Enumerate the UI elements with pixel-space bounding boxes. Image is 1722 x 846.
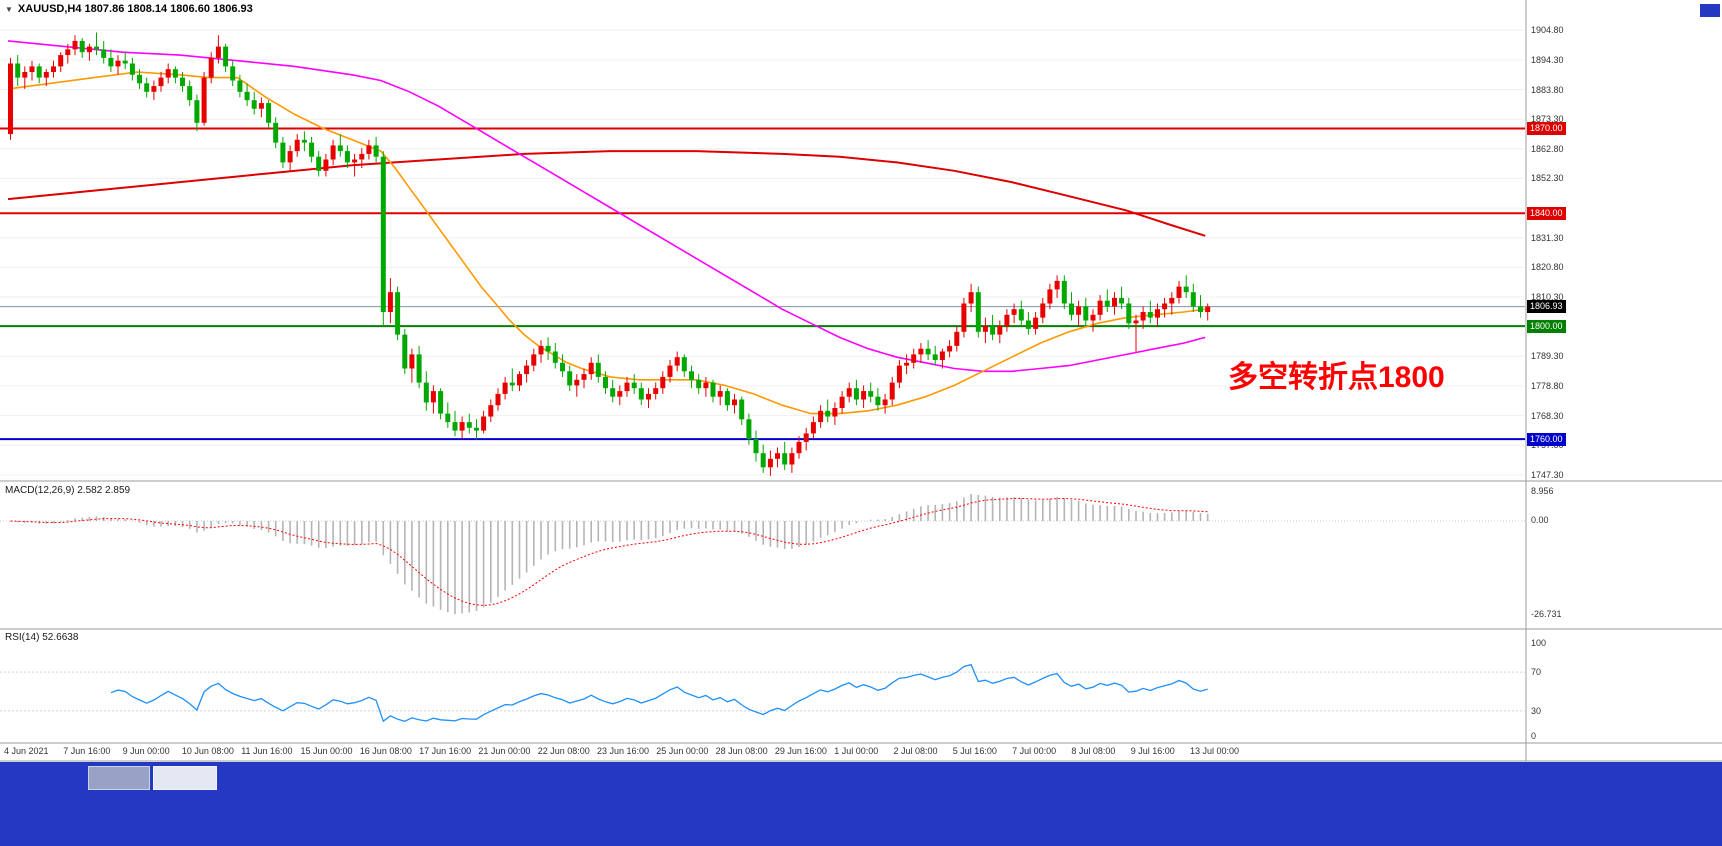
price-marker: 1806.93 — [1527, 300, 1566, 314]
time-axis-label: 11 Jun 16:00 — [241, 746, 293, 756]
time-axis-label: 9 Jul 16:00 — [1130, 746, 1175, 756]
chart-symbol-ohlc: XAUUSD,H4 1807.86 1808.14 1806.60 1806.9… — [17, 3, 253, 15]
price-marker: 1870.00 — [1527, 122, 1566, 135]
macd-indicator-label: MACD(12,26,9) 2.582 2.859 — [5, 485, 131, 496]
chart-canvas[interactable] — [0, 0, 1722, 762]
price-tick-label: 1831.30 — [1531, 232, 1564, 243]
price-marker: 1800.00 — [1527, 319, 1566, 333]
time-axis-label: 21 Jun 00:00 — [478, 746, 531, 756]
time-axis-label: 1 Jul 00:00 — [834, 746, 879, 756]
chevron-down-icon[interactable]: ▼ — [5, 5, 13, 14]
price-tick-label: 1768.30 — [1531, 410, 1564, 421]
time-axis-label: 28 Jun 08:00 — [715, 746, 768, 756]
price-tick-label: 1873.30 — [1531, 114, 1564, 125]
corner-marker — [1700, 4, 1720, 17]
price-tick-label: 1904.80 — [1531, 25, 1564, 36]
chart-title: ▼ XAUUSD,H4 1807.86 1808.14 1806.60 1806.… — [5, 3, 253, 15]
price-tick-label: 1747.30 — [1531, 469, 1564, 480]
taskbar-item[interactable] — [88, 766, 150, 790]
time-axis-label: 7 Jul 00:00 — [1012, 746, 1057, 756]
time-axis-label: 22 Jun 08:00 — [537, 746, 590, 756]
time-axis-label: 7 Jun 16:00 — [63, 746, 111, 756]
time-axis-label: 25 Jun 00:00 — [656, 746, 709, 756]
taskbar-item[interactable] — [153, 766, 217, 790]
price-tick-label: 1778.80 — [1531, 381, 1564, 391]
price-tick-label: 1820.80 — [1531, 262, 1564, 273]
rsi-tick-label: 70 — [1531, 667, 1542, 677]
price-tick-label: 1894.30 — [1531, 54, 1564, 65]
price-marker: 1840.00 — [1527, 206, 1566, 220]
rsi-tick-label: 100 — [1531, 638, 1547, 648]
price-marker: 1760.00 — [1527, 432, 1566, 446]
chart-annotation: 多空转折点1800 — [1228, 361, 1445, 394]
time-axis-label: 23 Jun 16:00 — [597, 746, 650, 756]
time-axis-label: 9 Jun 00:00 — [122, 746, 170, 756]
time-axis-label: 15 Jun 00:00 — [300, 746, 353, 756]
macd-tick-label: 0.00 — [1531, 515, 1549, 525]
time-axis-label: 16 Jun 08:00 — [359, 746, 412, 756]
time-axis-label: 2 Jul 08:00 — [893, 746, 938, 756]
rsi-indicator-label: RSI(14) 52.6638 — [5, 632, 79, 643]
rsi-tick-label: 0 — [1531, 731, 1537, 741]
mt4-chart-window: ▼ XAUUSD,H4 1807.86 1808.14 1806.60 1806.… — [0, 0, 1722, 762]
price-tick-label: 1862.80 — [1531, 143, 1564, 154]
taskbar — [0, 762, 1722, 846]
macd-tick-label: 8.956 — [1531, 486, 1554, 496]
price-tick-label: 1883.80 — [1531, 84, 1564, 95]
time-axis-label: 5 Jul 16:00 — [952, 746, 997, 756]
macd-tick-label: -26.731 — [1531, 609, 1562, 619]
price-tick-label: 1789.30 — [1531, 351, 1564, 362]
time-axis-label: 13 Jul 00:00 — [1190, 746, 1240, 756]
price-tick-label: 1810.30 — [1531, 292, 1564, 302]
time-axis-label: 8 Jul 08:00 — [1071, 746, 1116, 756]
time-axis-label: 10 Jun 08:00 — [181, 746, 234, 756]
time-axis-label: 17 Jun 16:00 — [419, 746, 472, 756]
price-tick-label: 1852.30 — [1531, 173, 1564, 184]
rsi-tick-label: 30 — [1531, 706, 1542, 716]
time-axis-label: 4 Jun 2021 — [4, 746, 49, 756]
time-axis-label: 29 Jun 16:00 — [774, 746, 827, 756]
